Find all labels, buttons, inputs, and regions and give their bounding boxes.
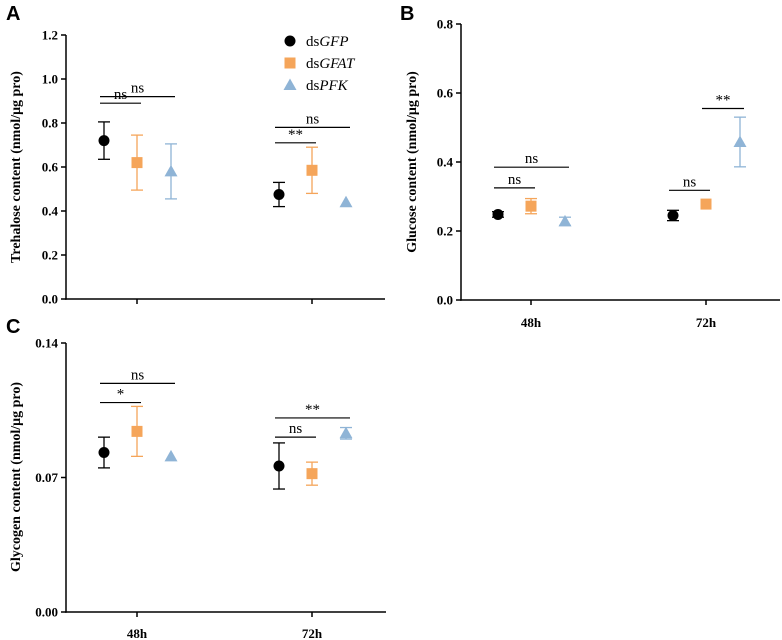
panel-c-sig-label: ns xyxy=(289,421,303,437)
panel-a-sig-label: ** xyxy=(288,127,303,143)
panel-c-y-tick-label: 0.14 xyxy=(35,336,58,351)
panel-a-letter: A xyxy=(6,3,20,25)
panel-a-y-label: Trehalose content (nmol/μg pro) xyxy=(9,71,24,263)
panel-a-sig-label: ns xyxy=(114,87,128,103)
panel-c-dspfk-point xyxy=(164,449,178,462)
panel-a-y-tick-label: 1.2 xyxy=(42,28,58,43)
panel-b-sig-label: ns xyxy=(508,172,522,188)
panel-a-dsgfat-point xyxy=(131,157,143,169)
panel-a-dsgfp-point xyxy=(273,189,285,200)
panel-a-plot: 0.0 0.2 0.4 0.6 0.8 1.0 1.2 Trehalose content (… xyxy=(9,28,385,307)
panel-b-letter: B xyxy=(400,3,414,25)
panel-c-sig-label: ** xyxy=(305,402,320,418)
panel-c-x-tick-label: 72h xyxy=(302,626,323,640)
panel-c-dsgfat-point xyxy=(306,468,318,480)
legend-gfp-label: dsGFP xyxy=(306,34,349,50)
panel-b-y-tick-label: 0.0 xyxy=(437,293,453,308)
panel-c-dsgfp-point xyxy=(273,460,285,472)
panel-a-dspfk-point xyxy=(164,164,178,177)
panel-b-y-tick-label: 0.4 xyxy=(437,155,454,170)
panel-b-y-tick-label: 0.8 xyxy=(437,17,454,32)
panel-a-dspfk-point xyxy=(339,195,353,208)
panel-b-dsgfp-point xyxy=(667,209,679,221)
panel-b-dsgfp-point xyxy=(492,208,504,220)
panel-c: C 0.00 0.07 0.14 48h 72h Glycogen content (nm… xyxy=(6,316,386,640)
panel-b-x-tick-label: 48h xyxy=(521,315,542,330)
legend: dsGFP dsGFAT dsPFK xyxy=(283,34,356,94)
panel-b-x-tick-label: 72h xyxy=(696,315,717,330)
panel-b-dspfk-point xyxy=(733,135,747,147)
panel-c-y-label: Glycogen content (nmol/μg pro) xyxy=(9,382,24,572)
panel-c-dspfk-point xyxy=(339,426,353,439)
panel-c-plot: 0.00 0.07 0.14 48h 72h Glycogen content (nmol… xyxy=(9,336,386,640)
panel-a-dsgfp-point xyxy=(98,135,110,147)
panel-c-x-tick-label: 48h xyxy=(127,626,148,640)
panel-a-sig-label: ns xyxy=(131,81,145,97)
panel-b-y-tick-label: 0.6 xyxy=(437,86,454,101)
panel-c-dsgfp-point xyxy=(98,447,110,459)
panel-b-sig-label: ns xyxy=(683,174,697,190)
panel-b-plot: 0.0 0.2 0.4 0.6 0.8 48h 72h Glucose content (nm… xyxy=(405,17,780,330)
legend-pfk-label: dsPFK xyxy=(306,78,349,94)
panel-c-y-tick-label: 0.07 xyxy=(35,470,58,485)
panel-a-y-tick-label: 0.8 xyxy=(42,116,59,131)
panel-b-sig-label: ** xyxy=(716,93,731,109)
panel-a-sig-label: ns xyxy=(306,111,320,127)
panel-b-dspfk-point xyxy=(558,214,572,227)
panel-a-dsgfat-point xyxy=(306,164,318,176)
panel-b-y-label: Glucose content (nmol/μg pro) xyxy=(405,71,420,253)
panel-c-letter: C xyxy=(6,316,20,338)
panel-b-dsgfat-point xyxy=(525,200,537,212)
legend-gfp-marker xyxy=(284,35,296,47)
panel-a-y-tick-label: 0.4 xyxy=(42,204,59,219)
panel-b-sig-label: ns xyxy=(525,151,539,167)
panel-b-dsgfat-point xyxy=(700,198,712,210)
panel-b: B 0.0 0.2 0.4 0.6 0.8 48h 72h Glucose content (… xyxy=(400,3,780,330)
panel-b-y-tick-label: 0.2 xyxy=(437,224,453,239)
panel-c-y-tick-label: 0.00 xyxy=(35,605,58,620)
panel-a-y-tick-label: 1.0 xyxy=(42,72,58,87)
panel-c-sig-label: ns xyxy=(131,367,145,383)
legend-gfat-label: dsGFAT xyxy=(306,56,356,72)
panel-c-dsgfat-point xyxy=(131,425,143,437)
legend-gfat-marker xyxy=(284,57,296,69)
panel-a-y-tick-label: 0.2 xyxy=(42,248,58,263)
panel-a: A 0.0 0.2 0.4 0.6 0.8 1.0 1.2 Trehalose content… xyxy=(6,3,385,307)
panel-a-y-tick-label: 0.6 xyxy=(42,160,59,175)
legend-pfk-marker xyxy=(283,78,297,90)
panel-c-sig-label: * xyxy=(117,387,125,403)
panel-a-y-tick-label: 0.0 xyxy=(42,292,58,307)
